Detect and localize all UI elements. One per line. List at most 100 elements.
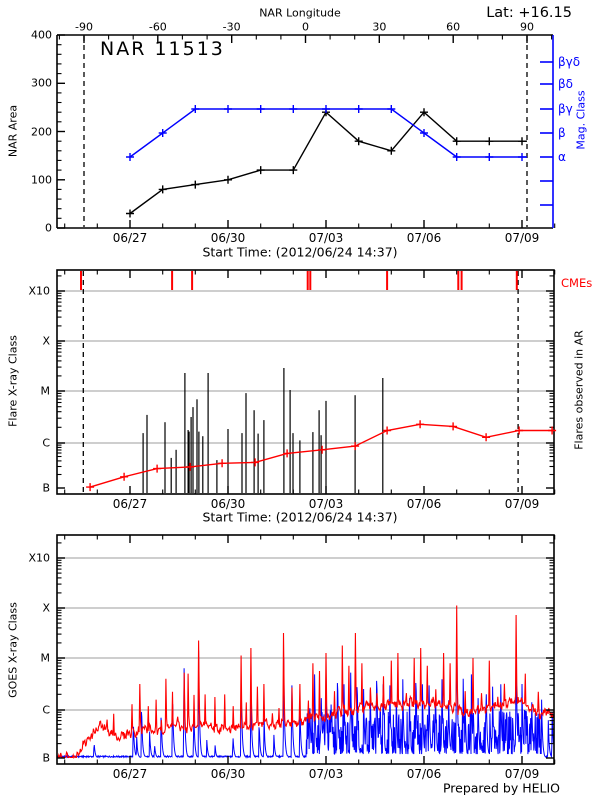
goes-short-series [57,642,554,759]
mag-class-line [129,108,527,158]
date-tick-label: 06/27 [112,767,148,781]
nar-area-marker [452,137,461,146]
flare-class-tick-label: X [42,334,50,348]
date-tick-label: 07/03 [308,497,344,511]
panel3-axes [58,557,553,711]
nar-area-marker [485,137,494,146]
panel3-frame-ticks [56,534,556,765]
mag-class-marker [158,129,167,137]
longitude-tick-label: 0 [302,20,309,34]
mag-class-marker [191,105,200,113]
flare-class-tick-label: C [42,436,50,450]
mag-class-marker [322,105,330,113]
credit-label: Prepared by HELIO [442,780,560,796]
goes-class-tick-label: X [42,601,50,615]
nar-area-marker [191,180,200,189]
date-tick-label: 06/30 [210,767,246,781]
flare-spikes [142,368,384,493]
flare-background-marker [218,459,227,468]
flare-background-marker [153,464,162,473]
flares-observed-label: Flares observed in AR [572,330,586,450]
mag-class-marker [518,153,526,161]
flare-background-series [86,420,557,492]
flare-class-tick-label: X10 [28,284,50,298]
flare-class-axis-label: Flare X-ray Class [6,335,20,427]
latitude-label: Lat: +16.15 [486,5,572,21]
area-tick-label: 200 [31,125,52,138]
area-tick-label: 300 [31,76,52,90]
top-axis-title: NAR Longitude [259,6,341,20]
mag-class-marker [224,105,232,113]
mag-class-marker [452,153,461,161]
flare-class-tick-label: M [40,384,51,398]
nar-area-line [129,111,527,215]
cme-marks [80,271,518,290]
date-tick-label: 07/03 [308,231,344,245]
panel-title: NAR 11513 [100,38,225,60]
goes-class-tick-label: X10 [28,551,50,565]
goes-class-axis-label: GOES X-ray Class [6,602,20,698]
date-tick-label: 07/06 [406,497,442,511]
goes-class-tick-label: B [42,751,50,765]
mag-class-marker [354,105,363,113]
mag-class-marker [126,153,134,161]
nar-area-marker [158,185,167,194]
area-tick-label: 100 [31,173,52,187]
mag-class-marker [485,153,494,161]
mag-class-tick-label: βγ [558,102,573,116]
longitude-tick-label: 60 [446,20,461,34]
nar-area-marker [256,166,265,175]
flare-background-marker [120,472,129,481]
nar-area-marker [289,166,298,175]
panel1-axes [56,34,556,229]
nar-area-marker [387,146,396,155]
nar-area-axis-label: NAR Area [6,104,20,158]
nar-area-marker [126,209,134,218]
flare-background-marker [318,445,327,454]
flare-background-line [89,423,554,488]
nar-area-marker [518,137,526,146]
area-tick-label: 400 [31,28,52,42]
date-tick-label: 07/09 [504,767,540,781]
nar-area-marker [224,175,232,184]
goes-short-line [57,642,554,759]
longitude-tick-label: -30 [222,20,241,34]
mag-class-tick-label: βγδ [558,55,581,69]
goes-long-series [57,605,555,760]
mag-class-marker [256,105,265,113]
mag-class-tick-label: α [558,150,566,164]
flare-background-marker [416,420,425,429]
mag-class-tick-label: β [558,126,566,140]
goes-class-tick-label: C [42,703,50,717]
mag-class-marker [420,129,428,137]
date-tick-label: 06/27 [112,497,148,511]
mag-class-marker [387,105,396,113]
mag-class-axis-label: Mag. Class [574,90,588,150]
flare-background-marker [86,483,95,492]
flare-background-marker [383,426,392,435]
longitude-tick-label: 90 [519,20,534,34]
p2-frame [56,269,555,495]
date-tick-label: 06/27 [112,231,148,245]
flare-background-marker [351,442,360,451]
longitude-tick-label: -90 [75,20,93,34]
date-tick-label: 07/09 [504,231,540,245]
longitude-tick-label: 30 [372,20,387,34]
nar-area-marker [420,108,428,117]
flare-background-marker [251,458,260,467]
nar-area-marker [354,137,363,146]
longitude-tick-label: -60 [148,20,167,34]
date-tick-label: 07/06 [406,767,442,781]
flare-background-marker [186,462,195,471]
flare-background-marker [515,426,524,435]
goes-class-tick-label: M [40,651,51,665]
flare-background-marker [283,449,292,458]
flare-class-tick-label: B [42,481,50,495]
flare-background-marker [449,422,458,431]
mag-class-tick-label: βδ [558,77,573,91]
goes-long-line [57,605,555,760]
area-tick-label: 0 [45,221,52,235]
mag-class-series [126,105,527,161]
